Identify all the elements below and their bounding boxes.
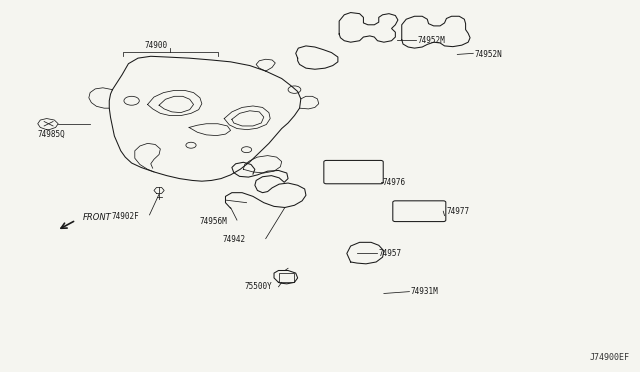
FancyBboxPatch shape bbox=[393, 201, 446, 222]
Text: 74957: 74957 bbox=[379, 249, 402, 258]
FancyBboxPatch shape bbox=[279, 273, 294, 282]
Text: 75500Y: 75500Y bbox=[244, 282, 273, 291]
FancyBboxPatch shape bbox=[324, 160, 383, 184]
Text: 74976: 74976 bbox=[383, 178, 406, 187]
Text: 74900: 74900 bbox=[145, 41, 168, 51]
Text: 74902F: 74902F bbox=[111, 212, 139, 221]
Text: 74952N: 74952N bbox=[474, 49, 502, 58]
Text: J74900EF: J74900EF bbox=[589, 353, 630, 362]
Text: 74985Q: 74985Q bbox=[38, 129, 65, 139]
Text: 74952M: 74952M bbox=[417, 36, 445, 45]
Text: 74942: 74942 bbox=[222, 235, 245, 244]
Text: 74977: 74977 bbox=[447, 208, 470, 217]
Text: 74931M: 74931M bbox=[411, 287, 438, 296]
Text: FRONT: FRONT bbox=[83, 213, 111, 222]
Text: 74956M: 74956M bbox=[200, 217, 228, 226]
